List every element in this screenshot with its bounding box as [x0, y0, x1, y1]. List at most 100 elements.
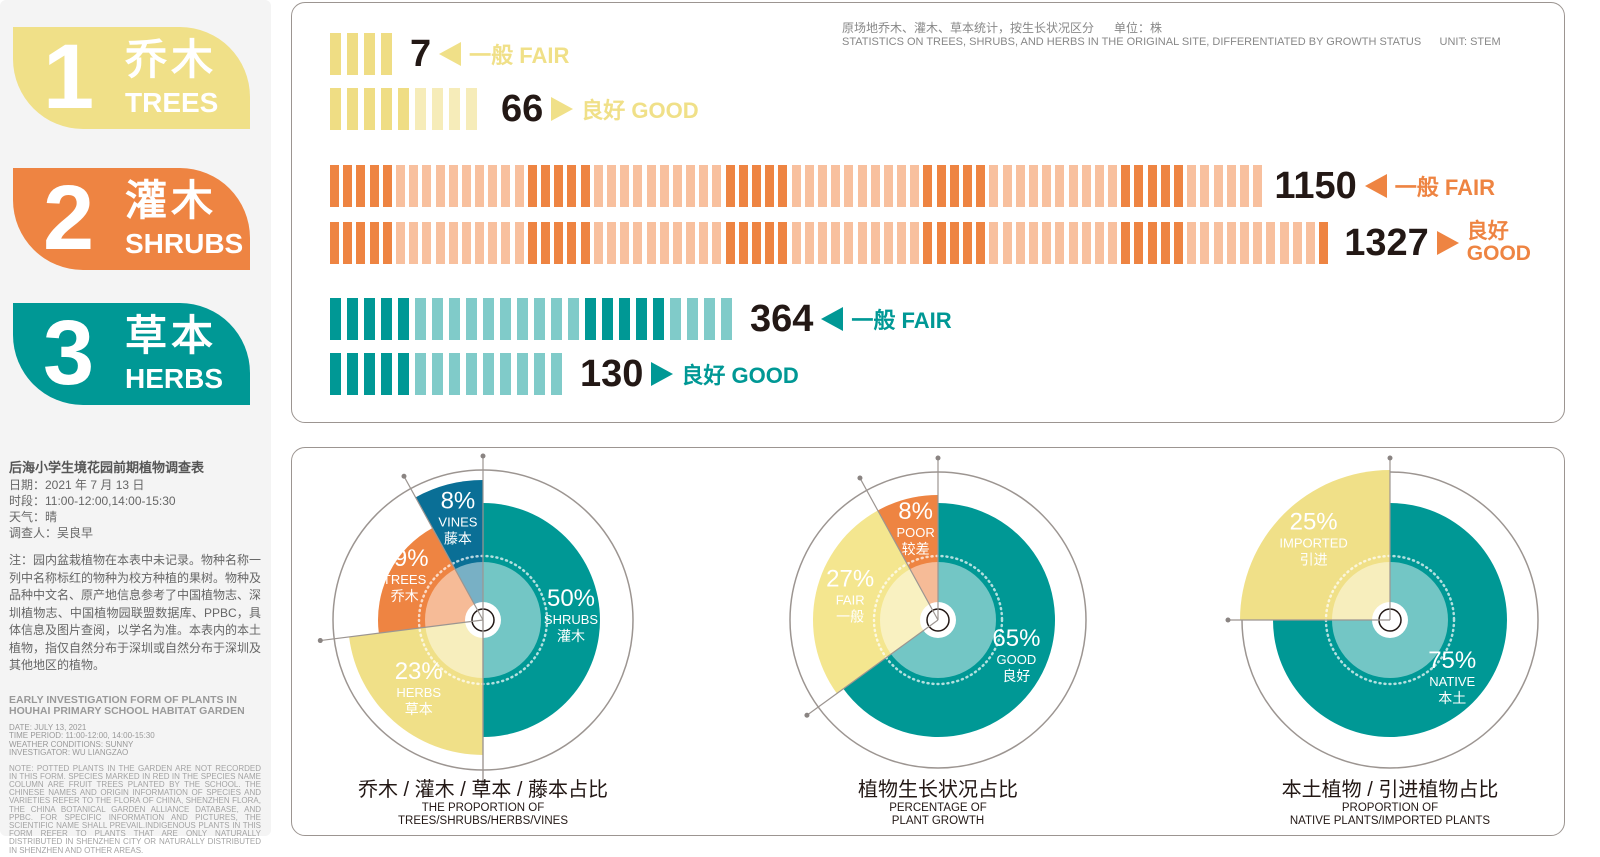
stem-count: 130: [580, 352, 644, 395]
stem-bar: [568, 298, 579, 340]
stem-bar: [330, 88, 341, 130]
slice-label: 65% GOOD 良好: [992, 625, 1040, 684]
triangle-left-icon: [439, 42, 462, 66]
stem-bar: [347, 353, 358, 395]
stem-bar: [1319, 222, 1329, 264]
stem-bar: [1134, 222, 1144, 264]
survey-title: 后海小学生境花园前期植物调查表: [9, 460, 205, 475]
stem-bar: [343, 165, 353, 207]
pie-chart-2: 65% GOOD 良好 27% FAIR 一般 8% POOR 较差: [789, 455, 1087, 769]
slice-label-pct: 27%: [826, 565, 874, 592]
stem-bar: [1108, 165, 1118, 207]
stats-header: 原场地乔木、灌木、草本统计，按生长状况区分 单位：株 STATISTICS ON…: [842, 21, 1501, 49]
stem-bar: [551, 353, 562, 395]
stem-bar: [804, 222, 814, 264]
stem-bar: [686, 165, 696, 207]
slice-label-en: FAIR: [836, 592, 865, 607]
stem-bar: [1068, 222, 1078, 264]
stem-bar: [1174, 222, 1183, 264]
stem-bar: [347, 33, 358, 75]
stem-bar: [870, 165, 880, 207]
stats-header-en: STATISTICS ON TREES, SHRUBS, AND HERBS I…: [842, 36, 1501, 48]
pie-title-zh: 植物生长状况占比: [858, 779, 1018, 801]
stem-bar: [1028, 165, 1038, 207]
stem-bar: [602, 298, 613, 340]
survey-date: 日期：2021 年 7 月 13 日: [9, 478, 145, 492]
pie-title-en-1: PERCENTAGE OF: [889, 802, 987, 814]
stem-bar: [831, 222, 841, 264]
status-label: 良好 GOOD: [1467, 221, 1531, 265]
stem-bar: [1279, 222, 1289, 264]
pie-slice-poor: [877, 495, 938, 620]
slice-label-zh: 草本: [405, 701, 433, 717]
stem-bar: [765, 222, 775, 264]
stem-bar: [466, 88, 477, 130]
stem-bar: [432, 298, 443, 340]
stem-bars: [330, 33, 398, 75]
stem-bar: [398, 353, 409, 395]
stem-bar: [501, 222, 511, 264]
badge-en: SHRUBS: [125, 228, 244, 259]
stem-count: 364: [750, 297, 814, 340]
stem-bar: [659, 222, 669, 264]
stem-bar: [844, 222, 854, 264]
stem-bar: [415, 88, 426, 130]
slice-label: 19% TREES 乔木: [381, 545, 429, 604]
stem-bar: [620, 165, 630, 207]
category-badge-trees: 1 乔木 TREES: [13, 27, 250, 129]
triangle-right-icon: [1436, 231, 1459, 255]
stem-bar: [687, 298, 698, 340]
stem-bar: [449, 298, 460, 340]
stem-bar: [330, 222, 339, 264]
stem-bar: [897, 222, 907, 264]
stem-bar: [466, 298, 477, 340]
stem-bar: [936, 165, 946, 207]
stem-bar: [330, 165, 339, 207]
stem-bar: [817, 222, 827, 264]
stem-bar: [1253, 222, 1263, 264]
stem-bar: [449, 88, 460, 130]
slice-label-zh: 引进: [1300, 552, 1328, 568]
stem-bar: [1239, 165, 1249, 207]
leader-dot: [401, 473, 407, 479]
slice-label: 50% SHRUBS 灌木: [544, 585, 599, 644]
survey-title-en: EARLY INVESTIGATION FORM OF PLANTS IN HO…: [9, 693, 245, 717]
stem-bar: [1213, 222, 1223, 264]
stem-bar: [738, 165, 748, 207]
stem-bar: [844, 165, 854, 207]
slice-label-pct: 50%: [547, 585, 595, 612]
stem-bar: [466, 353, 477, 395]
stem-bar: [483, 298, 494, 340]
stem-bar: [422, 222, 432, 264]
stem-bar: [580, 222, 590, 264]
badge-number: 3: [43, 302, 95, 404]
stem-bar: [620, 222, 630, 264]
badge-en: HERBS: [125, 363, 224, 394]
stem-bar: [738, 222, 748, 264]
leader-dot: [935, 455, 941, 461]
stem-bar: [1187, 222, 1197, 264]
stem-bar: [1068, 165, 1078, 207]
stem-bar: [989, 222, 999, 264]
slice-label-zh: 灌木: [557, 628, 585, 644]
stem-bar: [699, 222, 709, 264]
stem-bar: [1015, 222, 1025, 264]
badge-number: 1: [43, 26, 95, 128]
survey-time-en: TIME PERIOD: 11:00-12:00, 14:00-15:30: [9, 731, 155, 740]
stem-bar: [963, 222, 972, 264]
stem-bar: [409, 222, 419, 264]
stem-bar: [1213, 165, 1223, 207]
stem-bar: [1055, 165, 1065, 207]
slice-label: 25% IMPORTED 引进: [1279, 509, 1347, 568]
stem-bar: [646, 165, 656, 207]
stem-bars: [330, 222, 1332, 264]
stem-bar: [1134, 165, 1144, 207]
stem-bar: [500, 353, 511, 395]
stem-bar: [448, 222, 458, 264]
stem-bar: [778, 165, 788, 207]
stem-bar: [395, 165, 405, 207]
stem-bars: [330, 353, 568, 395]
stem-bar: [551, 298, 562, 340]
stem-bar: [1160, 222, 1170, 264]
stem-bar: [432, 353, 443, 395]
